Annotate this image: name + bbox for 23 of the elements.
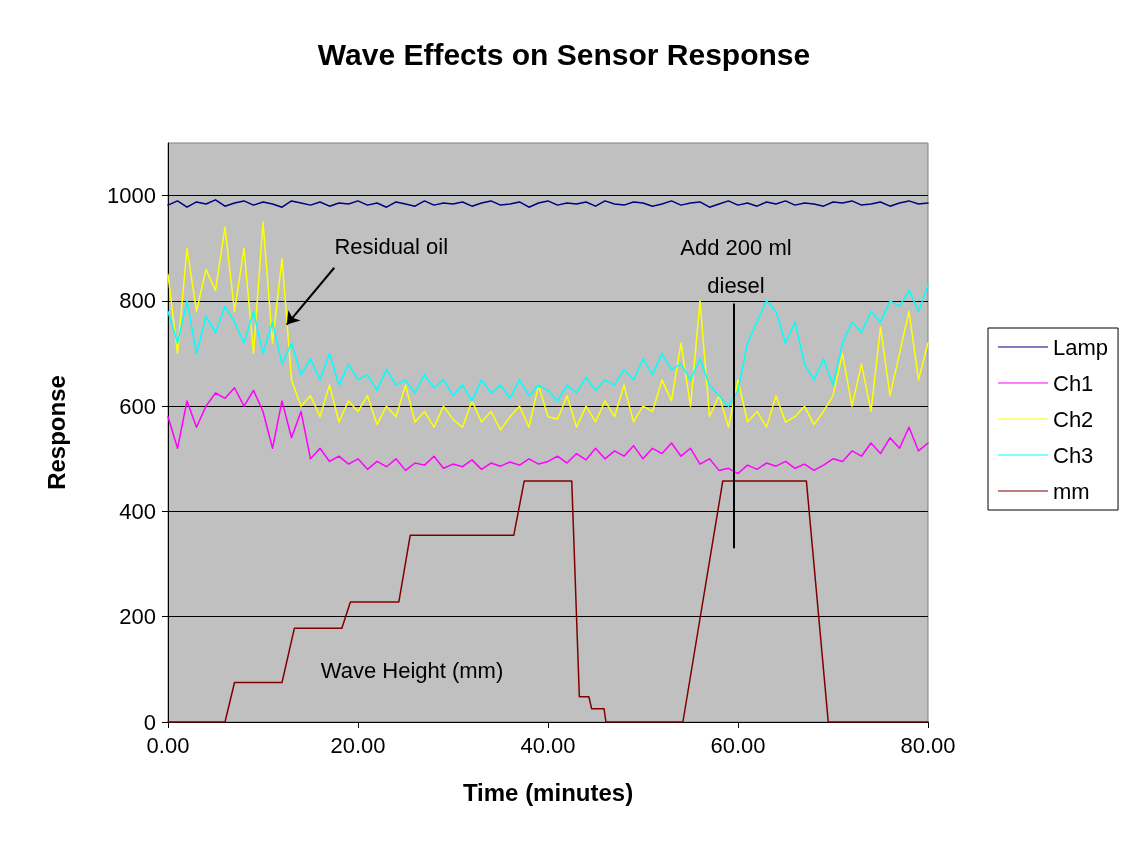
legend-label: Ch3	[1053, 442, 1094, 468]
y-tick-label: 1000	[107, 183, 156, 209]
y-tick-label: 0	[143, 709, 156, 735]
x-tick-label: 20.00	[330, 732, 386, 758]
y-axis-title: Response	[42, 375, 70, 490]
x-axis-title: Time (minutes)	[462, 778, 634, 806]
legend-label: Ch2	[1053, 406, 1094, 432]
legend-label: Ch1	[1053, 370, 1094, 396]
x-tick-label: 80.00	[900, 732, 956, 758]
chart-title: Wave Effects on Sensor Response	[317, 37, 811, 71]
x-tick-label: 60.00	[710, 732, 766, 758]
annotation: Residual oil	[334, 234, 449, 260]
y-tick-label: 200	[119, 604, 156, 630]
line-series	[167, 199, 929, 208]
x-tick-label: 40.00	[520, 732, 576, 758]
x-tick-label: 0.00	[146, 732, 190, 758]
annotation: Wave Height (mm)	[320, 657, 504, 683]
y-tick-label: 600	[119, 393, 156, 419]
annotation: Add 200 ml diesel	[680, 234, 792, 298]
y-tick-label: 400	[119, 498, 156, 524]
legend-label: mm	[1053, 478, 1090, 504]
legend-label: Lamp	[1053, 334, 1109, 360]
y-tick-label: 800	[119, 288, 156, 314]
